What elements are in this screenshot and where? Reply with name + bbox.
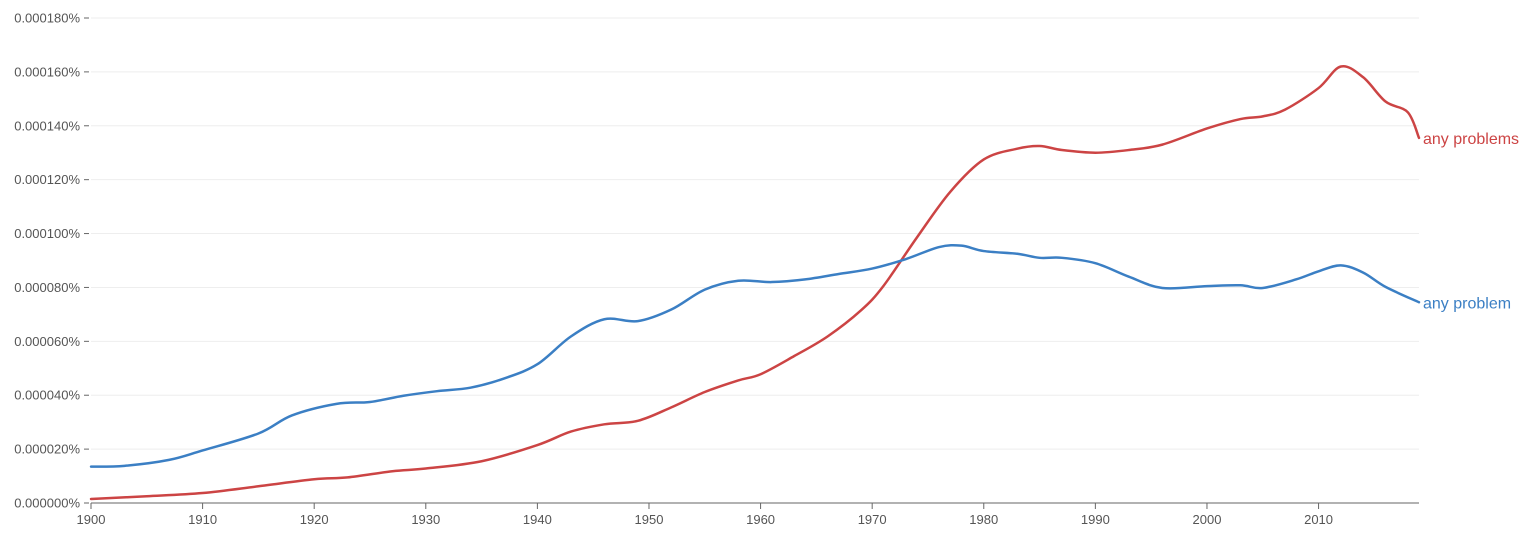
label-layer: any problems any problem xyxy=(1423,131,1519,312)
axis-layer: 0.000000% 0.000020% 0.000040% 0.000060% 0.00… xyxy=(14,11,1419,527)
grid-layer xyxy=(91,17,1419,450)
y-tick-label: 0.000180% xyxy=(14,11,80,26)
x-tick-label: 1990 xyxy=(1081,512,1110,527)
y-tick-label: 0.000100% xyxy=(14,226,80,241)
y-tick-label: 0.000020% xyxy=(14,442,80,457)
x-tick-label: 1940 xyxy=(523,512,552,527)
x-tick-label: 1950 xyxy=(635,512,664,527)
y-tick-label: 0.000080% xyxy=(14,280,80,295)
x-tick-label: 1960 xyxy=(746,512,775,527)
series-line-any-problem[interactable] xyxy=(89,243,1421,468)
y-tick-label: 0.000120% xyxy=(14,172,80,187)
x-tick-label: 2000 xyxy=(1193,512,1222,527)
x-tick-label: 1930 xyxy=(411,512,440,527)
x-tick-label: 1910 xyxy=(188,512,217,527)
series-line-any-problems[interactable] xyxy=(89,64,1421,501)
y-tick-label: 0.000040% xyxy=(14,388,80,403)
y-tick-label: 0.000140% xyxy=(14,118,80,133)
series-label-any-problem[interactable]: any problem xyxy=(1423,295,1511,312)
x-tick-label: 1980 xyxy=(969,512,998,527)
y-tick-label: 0.000000% xyxy=(14,496,80,511)
x-tick-label: 1900 xyxy=(77,512,106,527)
x-tick-label: 1970 xyxy=(858,512,887,527)
y-tick-label: 0.000060% xyxy=(14,334,80,349)
y-tick-label: 0.000160% xyxy=(14,64,80,79)
x-tick-label: 1920 xyxy=(300,512,329,527)
x-tick-label: 2010 xyxy=(1304,512,1333,527)
series-layer xyxy=(89,64,1421,501)
series-label-any-problems[interactable]: any problems xyxy=(1423,131,1519,148)
